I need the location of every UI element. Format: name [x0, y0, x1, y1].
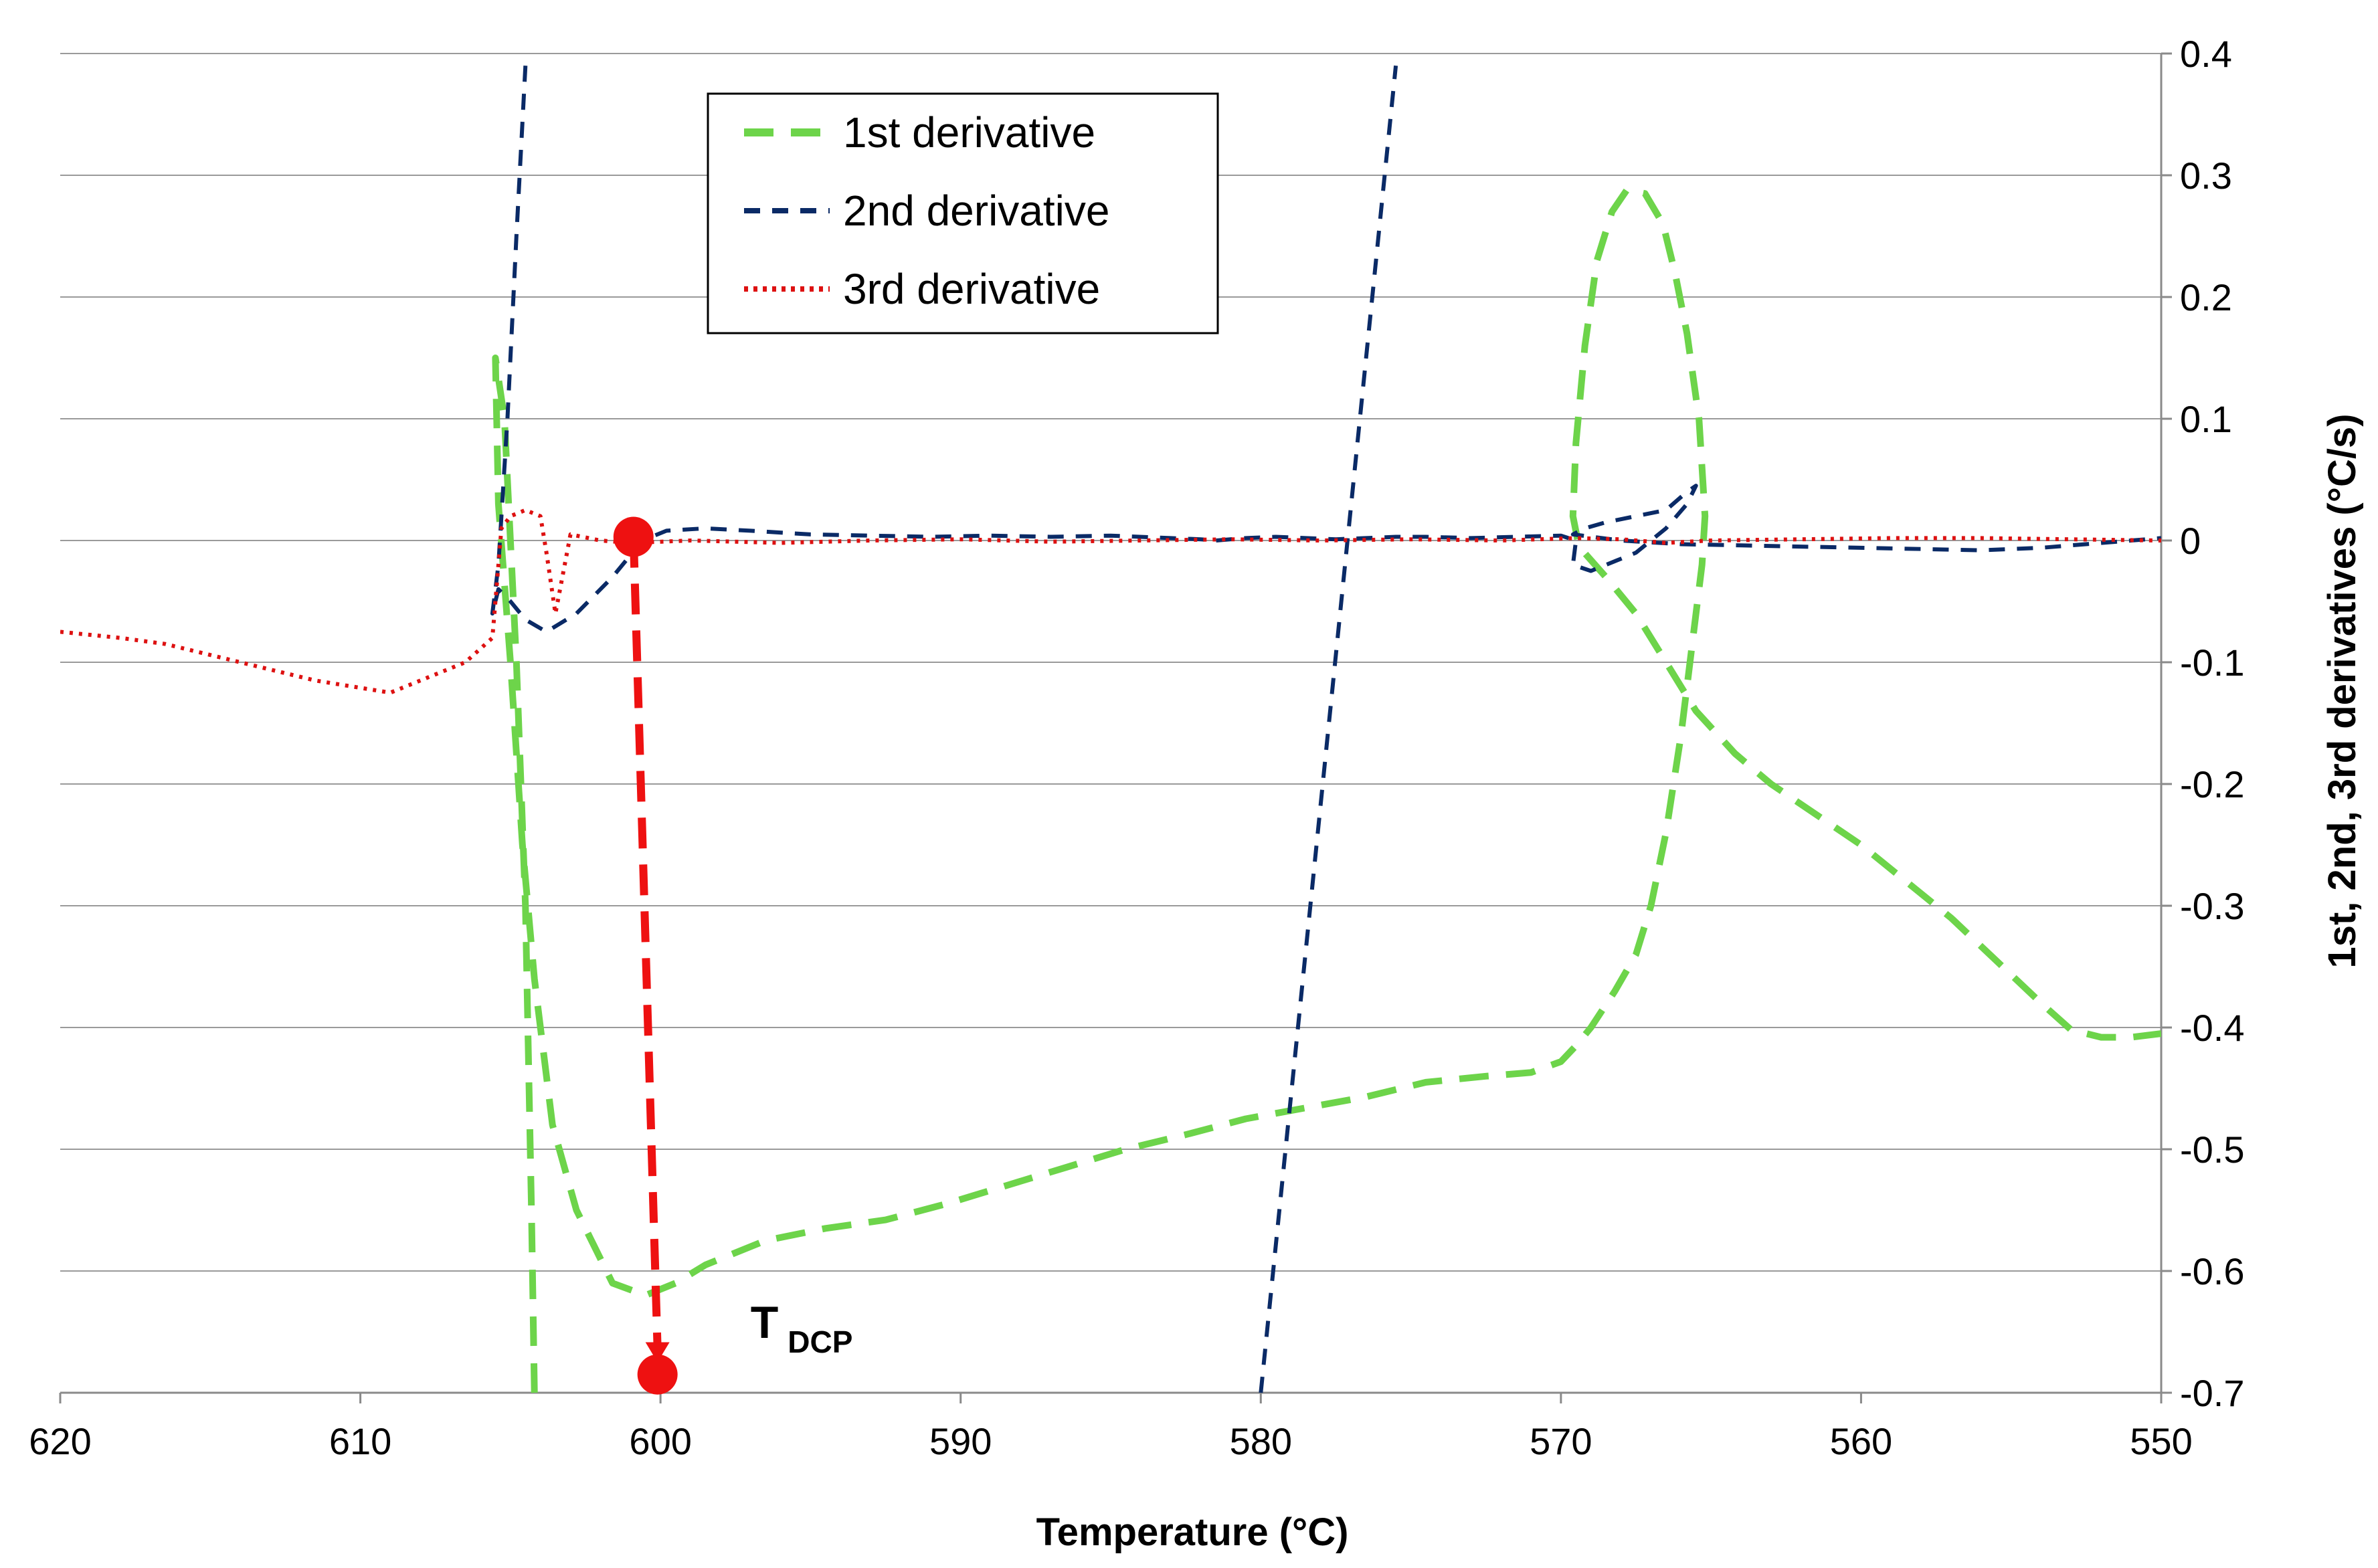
legend-label-1st: 1st derivative	[843, 108, 1095, 157]
series-line-2	[1259, 65, 1398, 1393]
y-tick-label-5: -0.1	[2180, 642, 2245, 684]
y-tick-label-1: 0.3	[2180, 155, 2232, 197]
series-line-3	[60, 508, 2161, 695]
x-tick-label-4: 580	[1230, 1420, 1292, 1462]
x-tick-label-3: 590	[929, 1420, 992, 1462]
y-tick-label-9: -0.5	[2180, 1129, 2245, 1171]
x-axis-title: Temperature (°C)	[1036, 1510, 1349, 1554]
zero-crossing-point	[613, 516, 654, 557]
t-dcp-point	[637, 1354, 678, 1395]
x-tick-labels: 620 610 600 590 580 570 560 550	[29, 1420, 2192, 1462]
x-tick-label-6: 560	[1830, 1420, 1892, 1462]
y-tick-label-8: -0.4	[2180, 1007, 2245, 1049]
x-tick-label-0: 620	[29, 1420, 91, 1462]
y-tick-label-2: 0.2	[2180, 276, 2232, 318]
y-axis-title: 1st, 2nd, 3rd derivatives (°C/s)	[2320, 413, 2364, 968]
arrow-shaft	[629, 536, 662, 1348]
x-tick-label-1: 610	[329, 1420, 391, 1462]
y-tick-label-11: -0.7	[2180, 1372, 2245, 1414]
y-tick-label-4: 0	[2180, 520, 2201, 562]
legend-label-2nd: 2nd derivative	[843, 187, 1109, 235]
y-tick-label-3: 0.1	[2180, 398, 2232, 440]
legend-label-3rd: 3rd derivative	[843, 265, 1100, 313]
x-tick-label-2: 600	[629, 1420, 691, 1462]
dcp-arrow	[629, 536, 670, 1363]
y-tick-label-6: -0.2	[2180, 763, 2245, 805]
legend: 1st derivative 2nd derivative 3rd deriva…	[707, 92, 1219, 334]
y-tick-label-10: -0.6	[2180, 1250, 2245, 1292]
annotation-t-dcp: T DCP	[751, 1297, 853, 1359]
arrow-head	[645, 1342, 670, 1363]
x-tick-label-5: 570	[1530, 1420, 1592, 1462]
markers	[613, 516, 678, 1395]
y-tick-labels: 0.4 0.3 0.2 0.1 0 -0.1 -0.2 -0.3 -0.4 -0.5 -0.6 -0.…	[2180, 33, 2245, 1414]
y-tick-label-7: -0.3	[2180, 885, 2245, 927]
annotation-main: T	[751, 1297, 779, 1348]
x-tick-label-7: 550	[2130, 1420, 2192, 1462]
y-tick-label-0: 0.4	[2180, 33, 2232, 75]
series-lines	[60, 65, 2161, 1393]
series-line-0	[492, 186, 2161, 1393]
annotation-sub: DCP	[788, 1325, 852, 1359]
axes	[59, 52, 2172, 1403]
